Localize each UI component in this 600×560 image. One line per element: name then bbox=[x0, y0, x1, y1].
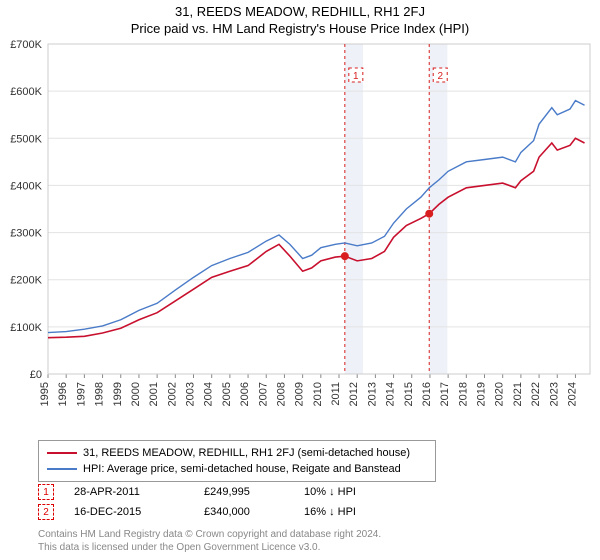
svg-text:2011: 2011 bbox=[330, 382, 342, 406]
tx-date-1: 28-APR-2011 bbox=[74, 486, 184, 498]
svg-text:2017: 2017 bbox=[439, 382, 451, 406]
svg-text:£100K: £100K bbox=[10, 322, 42, 334]
svg-text:2021: 2021 bbox=[512, 382, 524, 406]
svg-text:2003: 2003 bbox=[185, 382, 197, 406]
price-hpi-chart: £0 £100K £200K £300K £400K £500K £600K £700K 199… bbox=[0, 40, 600, 430]
footer: Contains HM Land Registry data © Crown c… bbox=[38, 528, 381, 554]
svg-text:£700K: £700K bbox=[10, 40, 42, 51]
tx-price-1: £249,995 bbox=[204, 486, 284, 498]
tx-delta-2: 16% ↓ HPI bbox=[304, 506, 404, 518]
svg-text:2023: 2023 bbox=[548, 382, 560, 406]
footer-line-2: This data is licensed under the Open Gov… bbox=[38, 541, 381, 554]
legend-swatch-hpi bbox=[47, 468, 77, 470]
svg-text:2010: 2010 bbox=[312, 382, 324, 406]
footer-line-1: Contains HM Land Registry data © Crown c… bbox=[38, 528, 381, 541]
svg-text:£0: £0 bbox=[30, 369, 42, 381]
svg-text:2022: 2022 bbox=[530, 382, 542, 406]
legend-swatch-property bbox=[47, 452, 77, 454]
tx-marker-1: 1 bbox=[38, 484, 54, 500]
svg-text:1999: 1999 bbox=[112, 382, 124, 406]
svg-text:2008: 2008 bbox=[275, 382, 287, 406]
svg-text:2: 2 bbox=[437, 71, 443, 82]
svg-text:2002: 2002 bbox=[166, 382, 178, 406]
legend-item-property: 31, REEDS MEADOW, REDHILL, RH1 2FJ (semi… bbox=[47, 445, 427, 461]
svg-text:1997: 1997 bbox=[75, 382, 87, 406]
legend-item-hpi: HPI: Average price, semi-detached house,… bbox=[47, 461, 427, 477]
svg-text:2001: 2001 bbox=[148, 382, 160, 406]
svg-text:2016: 2016 bbox=[421, 382, 433, 406]
svg-text:£600K: £600K bbox=[10, 86, 42, 98]
svg-text:2024: 2024 bbox=[566, 382, 578, 406]
tx-delta-1: 10% ↓ HPI bbox=[304, 486, 404, 498]
svg-text:1995: 1995 bbox=[39, 382, 51, 406]
table-row: 2 16-DEC-2015 £340,000 16% ↓ HPI bbox=[38, 502, 404, 522]
svg-text:2007: 2007 bbox=[257, 382, 269, 406]
svg-text:1998: 1998 bbox=[94, 382, 106, 406]
svg-text:£300K: £300K bbox=[10, 228, 42, 240]
chart-svg: £0 £100K £200K £300K £400K £500K £600K £700K 199… bbox=[0, 40, 600, 430]
svg-text:£200K: £200K bbox=[10, 275, 42, 287]
svg-text:2013: 2013 bbox=[366, 382, 378, 406]
chart-subtitle: Price paid vs. HM Land Registry's House … bbox=[0, 19, 600, 38]
svg-text:1996: 1996 bbox=[57, 382, 69, 406]
tx-price-2: £340,000 bbox=[204, 506, 284, 518]
svg-text:2006: 2006 bbox=[239, 382, 251, 406]
svg-text:2009: 2009 bbox=[294, 382, 306, 406]
tx-marker-2: 2 bbox=[38, 504, 54, 520]
svg-text:2005: 2005 bbox=[221, 382, 233, 406]
svg-text:2019: 2019 bbox=[476, 382, 488, 406]
svg-text:2014: 2014 bbox=[385, 382, 397, 406]
chart-title: 31, REEDS MEADOW, REDHILL, RH1 2FJ bbox=[0, 0, 600, 19]
legend: 31, REEDS MEADOW, REDHILL, RH1 2FJ (semi… bbox=[38, 440, 436, 482]
page: 31, REEDS MEADOW, REDHILL, RH1 2FJ Price… bbox=[0, 0, 600, 560]
svg-text:2004: 2004 bbox=[203, 382, 215, 406]
svg-text:£400K: £400K bbox=[10, 180, 42, 192]
legend-label-property: 31, REEDS MEADOW, REDHILL, RH1 2FJ (semi… bbox=[83, 445, 410, 461]
transaction-table: 1 28-APR-2011 £249,995 10% ↓ HPI 2 16-DE… bbox=[38, 482, 404, 522]
table-row: 1 28-APR-2011 £249,995 10% ↓ HPI bbox=[38, 482, 404, 502]
svg-text:2015: 2015 bbox=[403, 382, 415, 406]
tx-date-2: 16-DEC-2015 bbox=[74, 506, 184, 518]
legend-label-hpi: HPI: Average price, semi-detached house,… bbox=[83, 461, 401, 477]
svg-text:2012: 2012 bbox=[348, 382, 360, 406]
svg-text:£500K: £500K bbox=[10, 133, 42, 145]
svg-text:2020: 2020 bbox=[494, 382, 506, 406]
svg-text:2018: 2018 bbox=[457, 382, 469, 406]
svg-text:2000: 2000 bbox=[130, 382, 142, 406]
svg-text:1: 1 bbox=[353, 71, 359, 82]
